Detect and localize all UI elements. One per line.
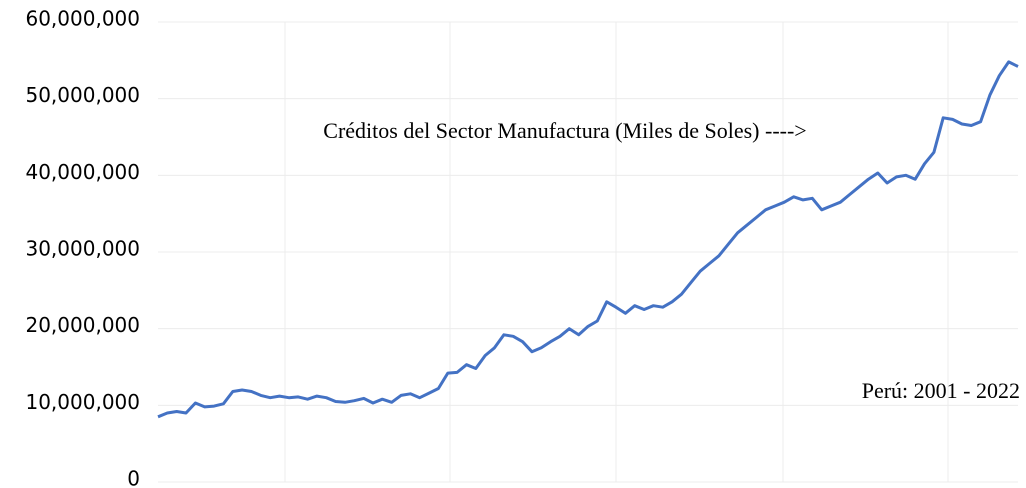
y-tick-label: 50,000,000 xyxy=(25,83,140,107)
y-tick-label: 40,000,000 xyxy=(25,160,140,184)
annotation: Perú: 2001 - 2022 xyxy=(862,378,1020,403)
y-tick-label: 20,000,000 xyxy=(25,313,140,337)
line xyxy=(157,60,1019,419)
annotation: Créditos del Sector Manufactura (Miles d… xyxy=(323,118,806,143)
y-tick-label: 60,000,000 xyxy=(25,7,140,31)
y-tick-label: 10,000,000 xyxy=(25,390,140,414)
y-tick-label: 30,000,000 xyxy=(25,237,140,261)
y-tick-label: 0 xyxy=(127,467,140,488)
